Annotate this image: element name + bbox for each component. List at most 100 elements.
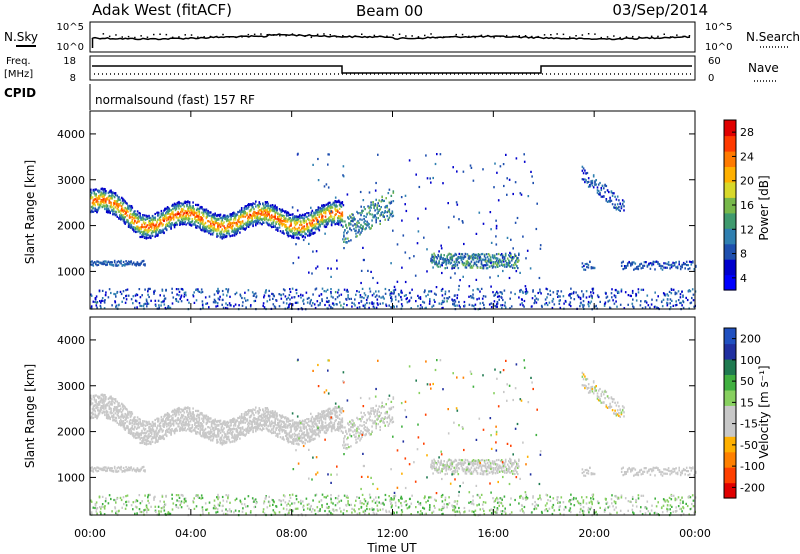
power-cell [120, 259, 122, 262]
power-cell [168, 225, 171, 228]
power-cell [616, 290, 619, 293]
power-cell [252, 212, 254, 215]
power-cell [217, 214, 220, 217]
power-cell [116, 264, 119, 267]
velocity-cell [177, 416, 179, 420]
power-cell [307, 226, 310, 229]
power-cell [282, 293, 285, 296]
power-cell [253, 220, 255, 224]
power-cell [135, 215, 137, 218]
power-cell [481, 264, 484, 267]
power-cell [332, 218, 335, 221]
velocity-cell [139, 438, 141, 441]
velocity-cell [123, 424, 126, 427]
power-cell [587, 300, 590, 304]
power-cell [171, 212, 173, 215]
velocity-cell [162, 435, 164, 438]
power-cell [293, 296, 296, 299]
power-cell [218, 298, 221, 301]
power-cell [167, 207, 170, 210]
power-cell [227, 219, 230, 222]
power-cell [186, 203, 188, 207]
power-cell [392, 190, 395, 193]
power-cell [213, 223, 216, 226]
freq-label: Freq. [6, 56, 31, 67]
power-cell [297, 217, 299, 220]
power-cell [642, 288, 645, 291]
power-cell [212, 213, 215, 216]
velocity-cell [158, 422, 161, 425]
power-cell [640, 288, 643, 291]
power-cell [255, 215, 258, 218]
power-cell [143, 214, 146, 217]
power-cell [247, 220, 249, 223]
velocity-cell [97, 409, 99, 412]
power-cell [178, 290, 181, 293]
power-cell [300, 293, 302, 296]
power-cell [90, 197, 92, 200]
power-cell [125, 263, 127, 266]
power-cell [551, 306, 554, 310]
power-cell [462, 170, 465, 173]
power-cell [320, 219, 322, 222]
velocity-cell [167, 422, 170, 425]
power-cell [310, 304, 313, 307]
power-cell [290, 220, 292, 223]
velocity-cell [142, 437, 145, 440]
power-cell [289, 220, 291, 223]
power-cell [239, 295, 242, 298]
velocity-cell [108, 406, 111, 409]
power-cell [171, 302, 174, 305]
power-cell [440, 289, 443, 292]
power-cell [168, 207, 171, 210]
power-cell [301, 226, 304, 229]
power-cell [270, 219, 272, 222]
power-cell [573, 298, 576, 301]
power-cell [342, 220, 344, 223]
power-cell [621, 203, 624, 206]
power-cell [337, 288, 340, 291]
power-cell [672, 261, 674, 264]
power-cell [482, 301, 484, 304]
power-cell [126, 262, 129, 265]
velocity-cell [131, 421, 134, 424]
power-cell [136, 213, 139, 216]
power-cell [423, 291, 426, 294]
power-cell [496, 263, 499, 266]
power-cell [406, 301, 409, 304]
power-cell [613, 294, 616, 297]
power-cell [435, 256, 437, 259]
power-cell [193, 210, 195, 213]
power-cell [204, 230, 207, 233]
power-cell [165, 219, 168, 222]
velocity-cell [192, 411, 194, 414]
power-cell [435, 286, 438, 289]
power-cell [317, 227, 320, 230]
power-cell [601, 184, 604, 187]
power-cell [278, 215, 281, 218]
power-cell [443, 297, 446, 300]
power-cell [480, 253, 483, 256]
power-cell [186, 205, 188, 208]
power-cell [141, 260, 144, 263]
velocity-cell [92, 405, 95, 408]
power-cell [147, 293, 149, 296]
power-cell [120, 292, 123, 296]
power-cell [215, 220, 217, 223]
power-cell [175, 298, 178, 301]
power-cell [193, 291, 195, 294]
power-cell [472, 179, 475, 182]
power-cell [133, 210, 135, 213]
power-cell [240, 220, 242, 224]
power-cell [330, 295, 333, 298]
power-cell [586, 171, 589, 175]
velocity-cell [165, 420, 167, 423]
nsearch-point [663, 33, 665, 35]
power-cell [609, 200, 611, 203]
velocity-cell [159, 421, 162, 424]
power-cell [415, 300, 417, 303]
power-cell [188, 201, 191, 204]
nsearch-point [524, 35, 527, 37]
power-cell [519, 303, 522, 306]
power-cell [218, 232, 221, 235]
